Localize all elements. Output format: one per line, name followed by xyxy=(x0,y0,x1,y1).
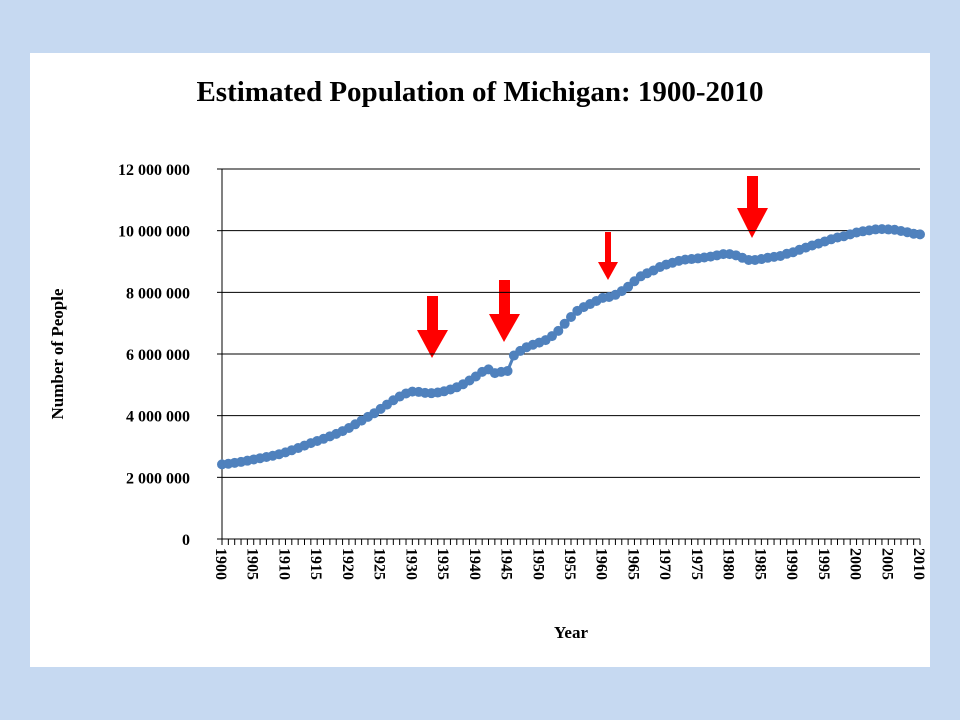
chart-panel xyxy=(30,53,930,667)
arrow xyxy=(737,176,768,238)
arrow xyxy=(598,232,618,280)
x-tick-label: 1940 xyxy=(466,548,483,580)
x-tick-label: 1905 xyxy=(244,548,261,580)
x-tick-label: 1900 xyxy=(212,548,229,580)
x-axis-label: Year xyxy=(554,623,588,642)
x-tick-label: 1935 xyxy=(434,548,451,580)
chart-title: Estimated Population of Michigan: 1900-2… xyxy=(196,76,763,108)
x-tick-label: 1960 xyxy=(593,548,610,580)
x-tick-label: 2005 xyxy=(878,548,895,580)
x-tick-label: 1910 xyxy=(275,548,292,580)
arrows xyxy=(417,176,768,358)
x-tick-label: 1915 xyxy=(307,548,324,580)
arrow xyxy=(489,280,520,342)
x-tick-label: 2000 xyxy=(847,548,864,580)
x-tick-label: 1980 xyxy=(720,548,737,580)
y-axis-label: Number of People xyxy=(48,288,67,419)
y-tick-label: 6 000 000 xyxy=(126,347,190,364)
x-tick-label: 1970 xyxy=(656,548,673,580)
x-tick-label: 1995 xyxy=(815,548,832,580)
x-tick-label: 1945 xyxy=(498,548,515,580)
marker xyxy=(566,312,576,322)
y-tick-label: 2 000 000 xyxy=(126,470,190,487)
y-tick-label: 8 000 000 xyxy=(126,285,190,302)
x-tick-label: 1955 xyxy=(561,548,578,580)
x-tick-label: 1975 xyxy=(688,548,705,580)
x-tick-label: 2010 xyxy=(910,548,927,580)
y-tick-label: 10 000 000 xyxy=(118,224,190,241)
y-tick-label: 0 xyxy=(182,532,190,549)
marker xyxy=(502,365,513,376)
y-tick-label: 4 000 000 xyxy=(126,409,190,426)
x-tick-label: 1965 xyxy=(624,548,641,580)
x-tick-label: 1930 xyxy=(402,548,419,580)
x-tick-label: 1990 xyxy=(783,548,800,580)
marker xyxy=(553,325,564,336)
x-tick-label: 1985 xyxy=(751,548,768,580)
y-tick-label: 12 000 000 xyxy=(118,162,190,179)
marker xyxy=(559,318,570,329)
marker xyxy=(915,229,925,240)
x-tick-label: 1950 xyxy=(529,548,546,580)
x-tick-label: 1925 xyxy=(371,548,388,580)
arrow xyxy=(417,296,448,358)
x-tick-label: 1920 xyxy=(339,548,356,580)
